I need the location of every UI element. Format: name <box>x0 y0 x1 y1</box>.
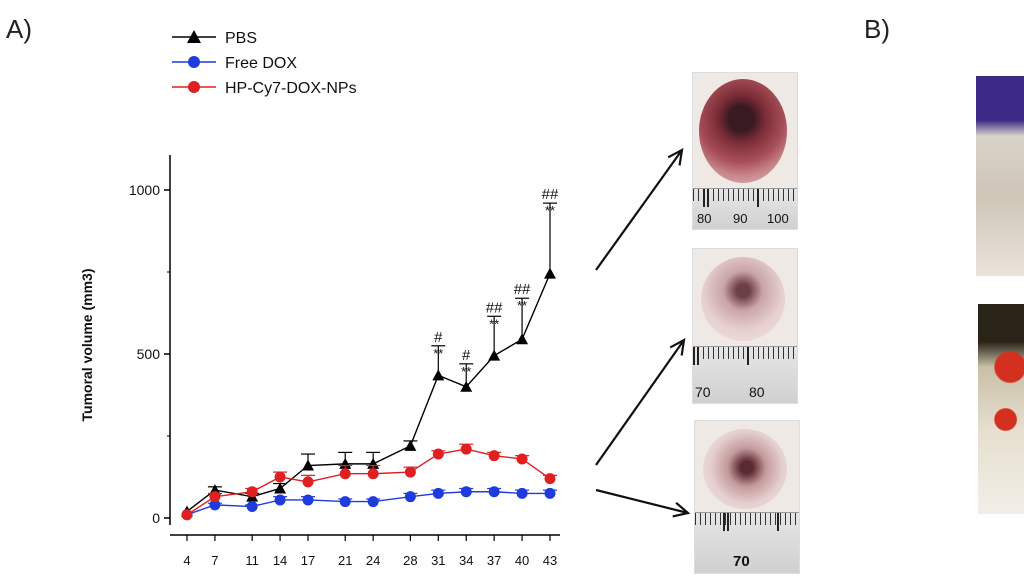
pbs-point-5 <box>339 457 352 469</box>
legend-label-hp-cy7-dox-nps: HP-Cy7-DOX-NPs <box>225 80 357 97</box>
photo-arrow-head-0 <box>667 148 684 166</box>
x-tick-label-2: 11 <box>245 553 259 568</box>
panel-b-photo-top <box>976 76 1024 276</box>
significance-hash-1: # <box>462 347 471 364</box>
legend-marker-hp-cy7-dox-nps <box>188 81 200 93</box>
ruler-1-label-3: 100 <box>767 211 789 226</box>
x-tick-label-7: 28 <box>403 553 417 568</box>
hp-cy7-dox-nps-point-11 <box>516 453 528 465</box>
significance-stars-4: ** <box>545 203 555 218</box>
tumor-photo-nps: 70 <box>694 420 800 574</box>
ruler-2: 70 80 <box>693 346 797 403</box>
photo-arrow-0 <box>595 149 683 271</box>
free-dox-point-7 <box>404 491 416 503</box>
y-tick-label-1: 500 <box>137 346 161 362</box>
pbs-point-6 <box>367 457 380 469</box>
legend-marker-free-dox <box>188 56 200 68</box>
ruler-3: 70 <box>695 512 799 573</box>
ruler-2-label-2: 80 <box>749 384 765 400</box>
x-tick-label-12: 43 <box>543 553 557 568</box>
tumor-nps-image <box>703 429 787 509</box>
y-axis-label: Tumoral volume (mm3) <box>79 269 95 422</box>
ruler-2-label-1: 70 <box>695 384 711 400</box>
significance-stars-2: ** <box>489 316 499 331</box>
tumor-free-dox-image <box>701 257 785 341</box>
hp-cy7-dox-nps-point-7 <box>404 466 416 478</box>
free-dox-point-8 <box>432 487 444 499</box>
x-tick-label-8: 31 <box>431 553 445 568</box>
hp-cy7-dox-nps-point-12 <box>544 473 556 485</box>
hp-cy7-dox-nps-point-1 <box>209 491 221 503</box>
x-tick-label-9: 34 <box>459 553 473 568</box>
ruler-1: 80 90 100 <box>693 188 797 229</box>
x-tick-label-4: 17 <box>301 553 315 568</box>
hp-cy7-dox-nps-point-10 <box>488 450 500 462</box>
hp-cy7-dox-nps-point-5 <box>339 468 351 480</box>
significance-hash-4: ## <box>542 186 559 203</box>
free-dox-point-12 <box>544 487 556 499</box>
x-tick-label-10: 37 <box>487 553 501 568</box>
free-dox-point-5 <box>339 496 351 508</box>
free-dox-point-3 <box>274 494 286 506</box>
free-dox-point-10 <box>488 486 500 498</box>
tumor-photo-free-dox: 70 80 <box>692 248 798 404</box>
free-dox-point-9 <box>460 486 472 498</box>
hp-cy7-dox-nps-point-2 <box>246 486 258 498</box>
free-dox-point-1 <box>209 499 221 511</box>
ruler-1-label-1: 80 <box>697 211 712 226</box>
pbs-point-10 <box>488 349 501 361</box>
free-dox-point-11 <box>516 487 528 499</box>
hp-cy7-dox-nps-point-6 <box>367 468 379 480</box>
y-tick-label-0: 0 <box>152 510 160 526</box>
photo-arrow-2 <box>595 488 689 515</box>
significance-hash-3: ## <box>514 281 531 298</box>
pbs-point-11 <box>516 333 529 345</box>
legend-marker-pbs <box>187 30 201 43</box>
tumor-photo-pbs: 80 90 100 <box>692 72 798 230</box>
x-tick-label-5: 21 <box>338 553 352 568</box>
hp-cy7-dox-nps-point-0 <box>181 509 193 521</box>
legend-label-free-dox: Free DOX <box>225 55 297 72</box>
x-tick-label-11: 40 <box>515 553 529 568</box>
free-dox-point-6 <box>367 496 379 508</box>
hp-cy7-dox-nps-point-3 <box>274 471 286 483</box>
x-tick-label-0: 4 <box>183 553 190 568</box>
x-tick-label-3: 14 <box>273 553 287 568</box>
photo-arrow-head-2 <box>672 501 691 518</box>
panel-b-label: B) <box>864 14 890 44</box>
x-tick-label-1: 7 <box>211 553 218 568</box>
x-tick-label-6: 24 <box>366 553 380 568</box>
tumor-pbs-image <box>699 79 787 183</box>
significance-stars-0: ** <box>433 346 443 361</box>
free-dox-point-2 <box>246 501 258 513</box>
pbs-point-4 <box>302 459 314 471</box>
significance-stars-1: ** <box>461 364 471 379</box>
significance-stars-3: ** <box>517 298 527 313</box>
pbs-point-8 <box>432 369 445 381</box>
panel-b-photo-bottom <box>978 304 1024 514</box>
free-dox-point-4 <box>302 494 314 506</box>
significance-hash-0: # <box>434 329 443 346</box>
pbs-point-12 <box>544 267 556 279</box>
significance-hash-2: ## <box>486 299 503 316</box>
photo-arrow-head-1 <box>669 337 686 356</box>
y-tick-label-2: 1000 <box>129 182 160 198</box>
pbs-point-7 <box>404 439 417 451</box>
hp-cy7-dox-nps-point-9 <box>460 443 472 455</box>
ruler-1-label-2: 90 <box>733 211 748 226</box>
ruler-3-label-1: 70 <box>733 553 750 570</box>
hp-cy7-dox-nps-point-8 <box>432 448 444 460</box>
panel-a-label: A) <box>6 14 32 44</box>
legend-label-pbs: PBS <box>225 30 257 47</box>
pbs-point-9 <box>460 380 473 392</box>
photo-arrow-1 <box>595 339 685 466</box>
pbs-point-3 <box>274 482 287 494</box>
hp-cy7-dox-nps-point-4 <box>302 476 314 488</box>
